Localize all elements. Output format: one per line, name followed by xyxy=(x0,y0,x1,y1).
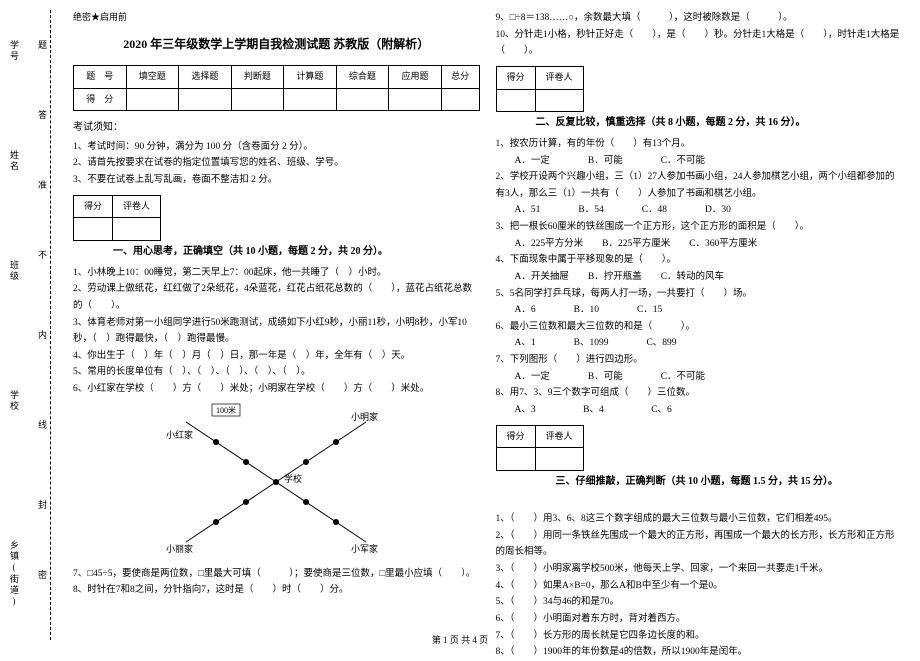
diagram-ne: 小明家 xyxy=(351,411,378,422)
question: 1、按农历计算，有的年份（ ）有13个月。 xyxy=(496,136,903,153)
diagram-center: 学校 xyxy=(284,473,302,484)
score-r1: 得 分 xyxy=(74,88,127,111)
exam-page: 学号 姓名 班级 学校 乡镇(街道) 题 答 准 不 内 线 封 密 绝密★启用… xyxy=(0,0,920,650)
binding-inner-8: 密 xyxy=(36,570,49,585)
notice-title: 考试须知： xyxy=(73,119,480,137)
question: 4、你出生于（ ）年（ ）月（ ）日，那一年是（ ）年，全年有（ ）天。 xyxy=(73,348,480,365)
question: 9、□÷8＝138……○，余数最大填（ ），这时被除数是（ ）。 xyxy=(496,10,903,27)
mini-grader: 评卷人 xyxy=(113,195,161,218)
question: 1、（ ）用3、6、8这三个数字组成的最大三位数与最小三位数，它们相差495。 xyxy=(496,511,903,528)
binding-margin: 学号 姓名 班级 学校 乡镇(街道) 题 答 准 不 内 线 封 密 xyxy=(0,0,60,650)
question: 6、（ ）小明面对着东方时，背对着西方。 xyxy=(496,611,903,628)
mini-grader: 评卷人 xyxy=(535,66,583,89)
mini-grader: 评卷人 xyxy=(535,425,583,448)
question: 5、5名同学打乒乓球，每两人打一场，一共要打（ ）场。 xyxy=(496,286,903,303)
question: 3、体育老师对第一小组同学进行50米跑测试，成绩如下小红9秒，小丽11秒，小明8… xyxy=(73,315,480,348)
question: 1、小林晚上10：00睡觉，第二天早上7：00起床，他一共睡了（ ）小时。 xyxy=(73,265,480,282)
right-column: 9、□÷8＝138……○，余数最大填（ ），这时被除数是（ ）。 10、分针走1… xyxy=(488,10,911,630)
question: 8、（ ）1900年的年份数是4的倍数，所以1900年是闰年。 xyxy=(496,644,903,661)
score-h7: 应用题 xyxy=(389,65,442,88)
question: 8、用7、3、9三个数字可组成（ ）三位数。 xyxy=(496,385,903,402)
option-line: A．225平方分米 B．225平方厘米 C．360平方厘米 xyxy=(496,236,903,253)
binding-inner-4: 不 xyxy=(36,250,49,265)
secret-label: 绝密★启用前 xyxy=(73,10,480,26)
binding-label-name: 姓名 xyxy=(8,150,21,172)
binding-label-class: 班级 xyxy=(8,260,21,282)
score-h6: 综合题 xyxy=(336,65,389,88)
score-h3: 选择题 xyxy=(179,65,232,88)
table-row: 题 号 填空题 选择题 判断题 计算题 综合题 应用题 总分 xyxy=(74,65,480,88)
binding-inner-7: 封 xyxy=(36,500,49,515)
question: 2、学校开设两个兴趣小组，三（1）27人参加书画小组，24人参加棋艺小组，两个小… xyxy=(496,169,903,202)
diagram-sw: 小丽家 xyxy=(166,543,193,554)
binding-inner-3: 准 xyxy=(36,180,49,195)
section1-title: 一、用心思考，正确填空（共 10 小题，每题 2 分，共 20 分）。 xyxy=(73,243,480,261)
option-line: A．6 B．10 C．15 xyxy=(496,302,903,319)
binding-label-id: 学号 xyxy=(8,40,21,62)
score-h8: 总分 xyxy=(441,65,479,88)
notice-item: 3、不要在试卷上乱写乱画，卷面不整洁扣 2 分。 xyxy=(73,172,480,189)
grader-mini-table: 得分 评卷人 xyxy=(496,66,584,113)
question: 5、（ ）34与46的和是70。 xyxy=(496,594,903,611)
left-column: 绝密★启用前 2020 年三年级数学上学期自我检测试题 苏教版（附解析） 题 号… xyxy=(65,10,488,630)
question: 10、分针走1小格，秒针正好走（ ），是（ ）秒。分针走1大格是（ ），时针走1… xyxy=(496,27,903,60)
diagram-scale: 100米 xyxy=(216,405,236,415)
score-h1: 题 号 xyxy=(74,65,127,88)
grader-mini-table: 得分 评卷人 xyxy=(496,425,584,472)
question: 3、把一根长60厘米的铁丝围成一个正方形，这个正方形的面积是（ ）。 xyxy=(496,219,903,236)
question: 5、常用的长度单位有（ ）、（ ）、（ ）、（ ）、（ ）。 xyxy=(73,364,480,381)
binding-label-school: 学校 xyxy=(8,390,21,412)
option-line: A．一定 B．可能 C．不可能 xyxy=(496,153,903,170)
binding-inner-6: 线 xyxy=(36,420,49,435)
question: 4、下面现象中属于平移现象的是（ ）。 xyxy=(496,252,903,269)
score-h5: 计算题 xyxy=(284,65,337,88)
binding-inner-5: 内 xyxy=(36,330,49,345)
exam-title: 2020 年三年级数学上学期自我检测试题 苏教版（附解析） xyxy=(73,34,480,55)
score-table: 题 号 填空题 选择题 判断题 计算题 综合题 应用题 总分 得 分 xyxy=(73,65,480,112)
table-row: 得 分 xyxy=(74,88,480,111)
option-line: A、1 B、1099 C、899 xyxy=(496,335,903,352)
question: 4、（ ）如果A×B=0，那么A和B中至少有一个是0。 xyxy=(496,578,903,595)
binding-label-town: 乡镇(街道) xyxy=(8,540,21,608)
option-line: A、3 B、4 C、6 xyxy=(496,402,903,419)
mini-score: 得分 xyxy=(74,195,113,218)
binding-inner-1: 题 xyxy=(36,40,49,55)
option-line: A．开关抽屉 B．拧开瓶盖 C．转动的风车 xyxy=(496,269,903,286)
mini-score: 得分 xyxy=(496,425,535,448)
question: 3、（ ）小明家离学校500米，他每天上学、回家，一个来回一共要走1千米。 xyxy=(496,561,903,578)
option-line: A．一定 B．可能 C．不可能 xyxy=(496,369,903,386)
question: 7、下列图形（ ）进行四边形。 xyxy=(496,352,903,369)
binding-inner-2: 答 xyxy=(36,110,49,125)
score-h2: 填空题 xyxy=(126,65,179,88)
option-line: A．51 B．54 C．48 D．30 xyxy=(496,202,903,219)
section3-title: 三、仔细推敲，正确判断（共 10 小题，每题 1.5 分，共 15 分）。 xyxy=(496,473,903,491)
question: 6、小红家在学校（ ）方（ ）米处；小明家在学校（ ）方（ ）米处。 xyxy=(73,381,480,398)
mini-score: 得分 xyxy=(496,66,535,89)
section2-title: 二、反复比较，慎重选择（共 8 小题，每题 2 分，共 16 分）。 xyxy=(496,114,903,132)
diagram-se: 小军家 xyxy=(351,543,378,554)
question: 8、时针在7和8之间，分针指向7，这时是（ ）时（ ）分。 xyxy=(73,582,480,599)
content-columns: 绝密★启用前 2020 年三年级数学上学期自我检测试题 苏教版（附解析） 题 号… xyxy=(60,0,920,650)
page-footer: 第 1 页 共 4 页 xyxy=(0,633,920,646)
question: 2、（ ）用同一条铁丝先围成一个最大的正方形，再围成一个最大的长方形，长方形和正… xyxy=(496,528,903,561)
score-h4: 判断题 xyxy=(231,65,284,88)
question: 2、劳动课上做纸花，红红做了2朵纸花，4朵蓝花，红花占纸花总数的（ ），蓝花占纸… xyxy=(73,281,480,314)
notice-item: 2、请首先按要求在试卷的指定位置填写您的姓名、班级、学号。 xyxy=(73,155,480,172)
question: 7、□45÷5，要使商是两位数，□里最大可填（ ）；要使商是三位数，□里最小应填… xyxy=(73,566,480,583)
diagram-nw: 小红家 xyxy=(166,429,193,440)
grader-mini-table: 得分 评卷人 xyxy=(73,195,161,242)
question: 6、最小三位数和最大三位数的和是（ ）。 xyxy=(496,319,903,336)
notice-item: 1、考试时间：90 分钟，满分为 100 分（含卷面分 2 分）。 xyxy=(73,139,480,156)
binding-dashed-line xyxy=(50,10,51,640)
map-diagram: 100米 小明家 小军家 小丽家 小红家 学校 xyxy=(156,402,396,562)
